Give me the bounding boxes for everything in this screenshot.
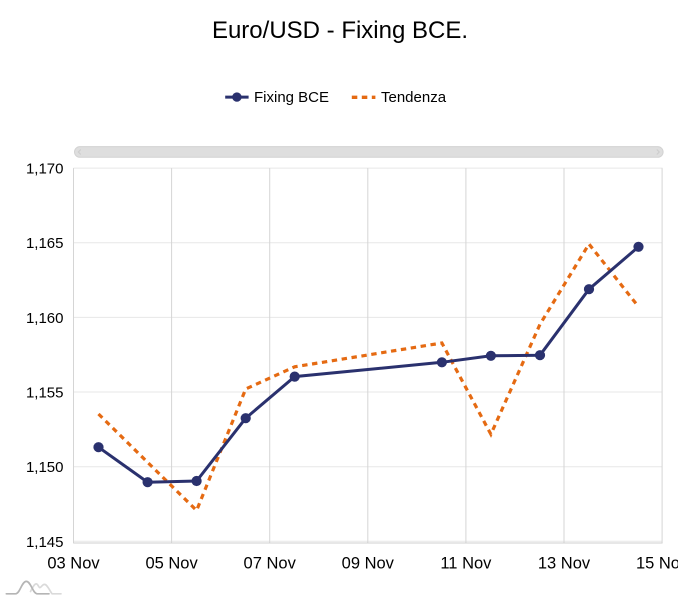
svg-text:05 Nov: 05 Nov: [145, 555, 198, 573]
svg-text:13 Nov: 13 Nov: [538, 555, 591, 573]
svg-text:Tendenza: Tendenza: [381, 89, 447, 106]
svg-text:1,170: 1,170: [26, 161, 64, 178]
svg-text:1,160: 1,160: [26, 310, 64, 327]
svg-text:11 Nov: 11 Nov: [440, 555, 492, 573]
svg-text:1,150: 1,150: [26, 459, 64, 476]
svg-text:Euro/USD - Fixing BCE.: Euro/USD - Fixing BCE.: [212, 17, 468, 44]
svg-text:1,145: 1,145: [26, 534, 64, 551]
svg-text:07 Nov: 07 Nov: [244, 555, 297, 573]
svg-text:1,165: 1,165: [26, 235, 64, 252]
svg-text:Fixing BCE: Fixing BCE: [254, 89, 329, 106]
svg-text:15 Nov: 15 Nov: [636, 555, 678, 573]
svg-text:03 Nov: 03 Nov: [47, 555, 100, 573]
svg-text:1,155: 1,155: [26, 385, 64, 402]
svg-text:09 Nov: 09 Nov: [342, 555, 395, 573]
